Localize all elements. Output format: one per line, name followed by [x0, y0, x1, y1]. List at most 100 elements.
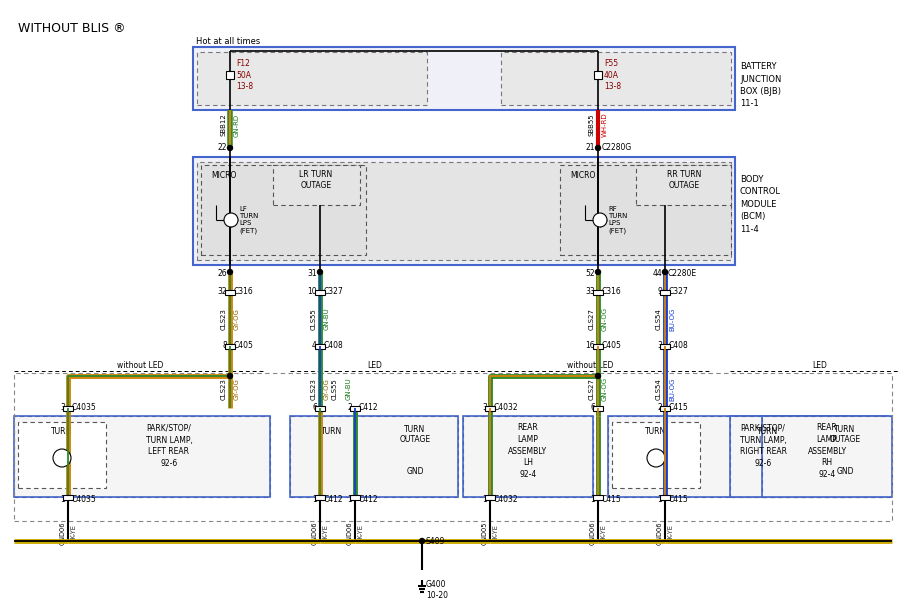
Text: C327: C327	[324, 287, 344, 296]
Text: 26: 26	[217, 270, 227, 279]
Text: MICRO: MICRO	[211, 171, 236, 179]
Text: BK-YE: BK-YE	[357, 524, 363, 542]
Text: without LED: without LED	[567, 362, 613, 370]
Text: GN-BU: GN-BU	[346, 378, 352, 400]
Text: 22: 22	[218, 143, 227, 152]
Text: 6: 6	[590, 403, 595, 412]
Bar	[315, 343, 325, 348]
Bar	[193, 47, 735, 110]
Bar	[290, 416, 458, 497]
Bar	[660, 406, 670, 411]
Text: RR TURN
OUTAGE: RR TURN OUTAGE	[666, 170, 701, 190]
Text: MICRO: MICRO	[570, 171, 596, 179]
Text: GND: GND	[836, 467, 854, 476]
Circle shape	[53, 449, 71, 467]
Bar	[193, 157, 735, 265]
Text: WITHOUT BLIS ®: WITHOUT BLIS ®	[18, 21, 125, 35]
Text: CLS55: CLS55	[332, 378, 338, 400]
Text: CLS27: CLS27	[589, 308, 595, 330]
Text: CLS23: CLS23	[221, 308, 227, 330]
Bar	[762, 416, 892, 497]
Text: 2: 2	[59, 453, 64, 462]
Text: C405: C405	[234, 342, 254, 351]
Bar	[315, 406, 325, 411]
Text: C412: C412	[359, 495, 379, 503]
Bar	[315, 495, 325, 500]
Bar	[594, 71, 602, 79]
Text: 2: 2	[347, 403, 352, 412]
Bar	[14, 416, 270, 497]
Circle shape	[228, 146, 232, 151]
Bar	[14, 373, 892, 521]
Text: 31: 31	[308, 270, 317, 279]
Text: LF
TURN
LPS
(FET): LF TURN LPS (FET)	[239, 206, 259, 234]
Circle shape	[228, 270, 232, 274]
Bar	[14, 416, 270, 497]
Bar	[63, 406, 73, 411]
Text: C415: C415	[602, 495, 622, 503]
Text: BATTERY
JUNCTION
BOX (BJB)
11-1: BATTERY JUNCTION BOX (BJB) 11-1	[740, 62, 782, 109]
Text: 3: 3	[60, 403, 65, 412]
Text: BK-YE: BK-YE	[667, 524, 673, 542]
Text: C415: C415	[669, 495, 689, 503]
Bar	[593, 495, 603, 500]
Text: 1: 1	[590, 495, 595, 503]
Text: BODY
CONTROL
MODULE
(BCM)
11-4: BODY CONTROL MODULE (BCM) 11-4	[740, 175, 781, 234]
Text: SBB12: SBB12	[221, 113, 227, 137]
Text: BU-OG: BU-OG	[669, 378, 675, 401]
Text: BK-YE: BK-YE	[322, 524, 328, 542]
Text: C405: C405	[602, 342, 622, 351]
Text: CLS55: CLS55	[311, 308, 317, 330]
Bar	[593, 343, 603, 348]
Text: C412: C412	[324, 495, 343, 503]
Text: BK-YE: BK-YE	[492, 524, 498, 542]
Bar	[485, 495, 495, 500]
Text: CLS54: CLS54	[656, 378, 662, 400]
Text: 52: 52	[586, 270, 595, 279]
Text: SBB55: SBB55	[589, 113, 595, 136]
Text: 4: 4	[312, 342, 317, 351]
Text: C327: C327	[669, 287, 689, 296]
Circle shape	[419, 539, 425, 544]
Text: 1: 1	[482, 495, 487, 503]
Text: C4032: C4032	[494, 495, 518, 503]
Text: 1: 1	[657, 495, 662, 503]
Text: C4032: C4032	[494, 403, 518, 412]
Text: TURN: TURN	[52, 428, 73, 437]
Text: GND06: GND06	[657, 522, 663, 545]
Text: GN-OG: GN-OG	[602, 377, 608, 401]
Text: TURN: TURN	[646, 428, 666, 437]
Bar	[350, 406, 360, 411]
Text: 16: 16	[586, 342, 595, 351]
Circle shape	[318, 270, 322, 274]
Text: PARK/STOP/
TURN LAMP,
RIGHT REAR
92-6: PARK/STOP/ TURN LAMP, RIGHT REAR 92-6	[739, 424, 786, 468]
Bar	[593, 406, 603, 411]
Circle shape	[596, 373, 600, 378]
Text: 1: 1	[347, 495, 352, 503]
Text: TURN: TURN	[834, 426, 855, 434]
Bar	[463, 416, 593, 497]
Bar	[315, 290, 325, 295]
Bar	[485, 406, 495, 411]
Circle shape	[593, 213, 607, 227]
Text: GN-BU: GN-BU	[324, 307, 330, 331]
Text: REAR
LAMP
ASSEMBLY
RH
92-4: REAR LAMP ASSEMBLY RH 92-4	[807, 423, 846, 479]
Text: 1: 1	[60, 495, 65, 503]
Text: 8: 8	[222, 342, 227, 351]
Text: 3: 3	[657, 342, 662, 351]
Bar	[660, 343, 670, 348]
Text: GND06: GND06	[60, 522, 66, 545]
Text: OUTAGE: OUTAGE	[829, 436, 861, 445]
Text: C412: C412	[359, 403, 379, 412]
Bar	[225, 290, 235, 295]
Text: F12
50A
13-8: F12 50A 13-8	[236, 59, 253, 91]
Bar	[636, 165, 731, 205]
Bar	[290, 416, 458, 497]
Text: BK-YE: BK-YE	[70, 524, 76, 542]
Text: 3: 3	[482, 403, 487, 412]
Bar	[593, 290, 603, 295]
Text: LED: LED	[368, 362, 382, 370]
Text: WH-RD: WH-RD	[602, 113, 608, 137]
Text: G400
10-20: G400 10-20	[426, 580, 448, 600]
Bar	[501, 52, 731, 105]
